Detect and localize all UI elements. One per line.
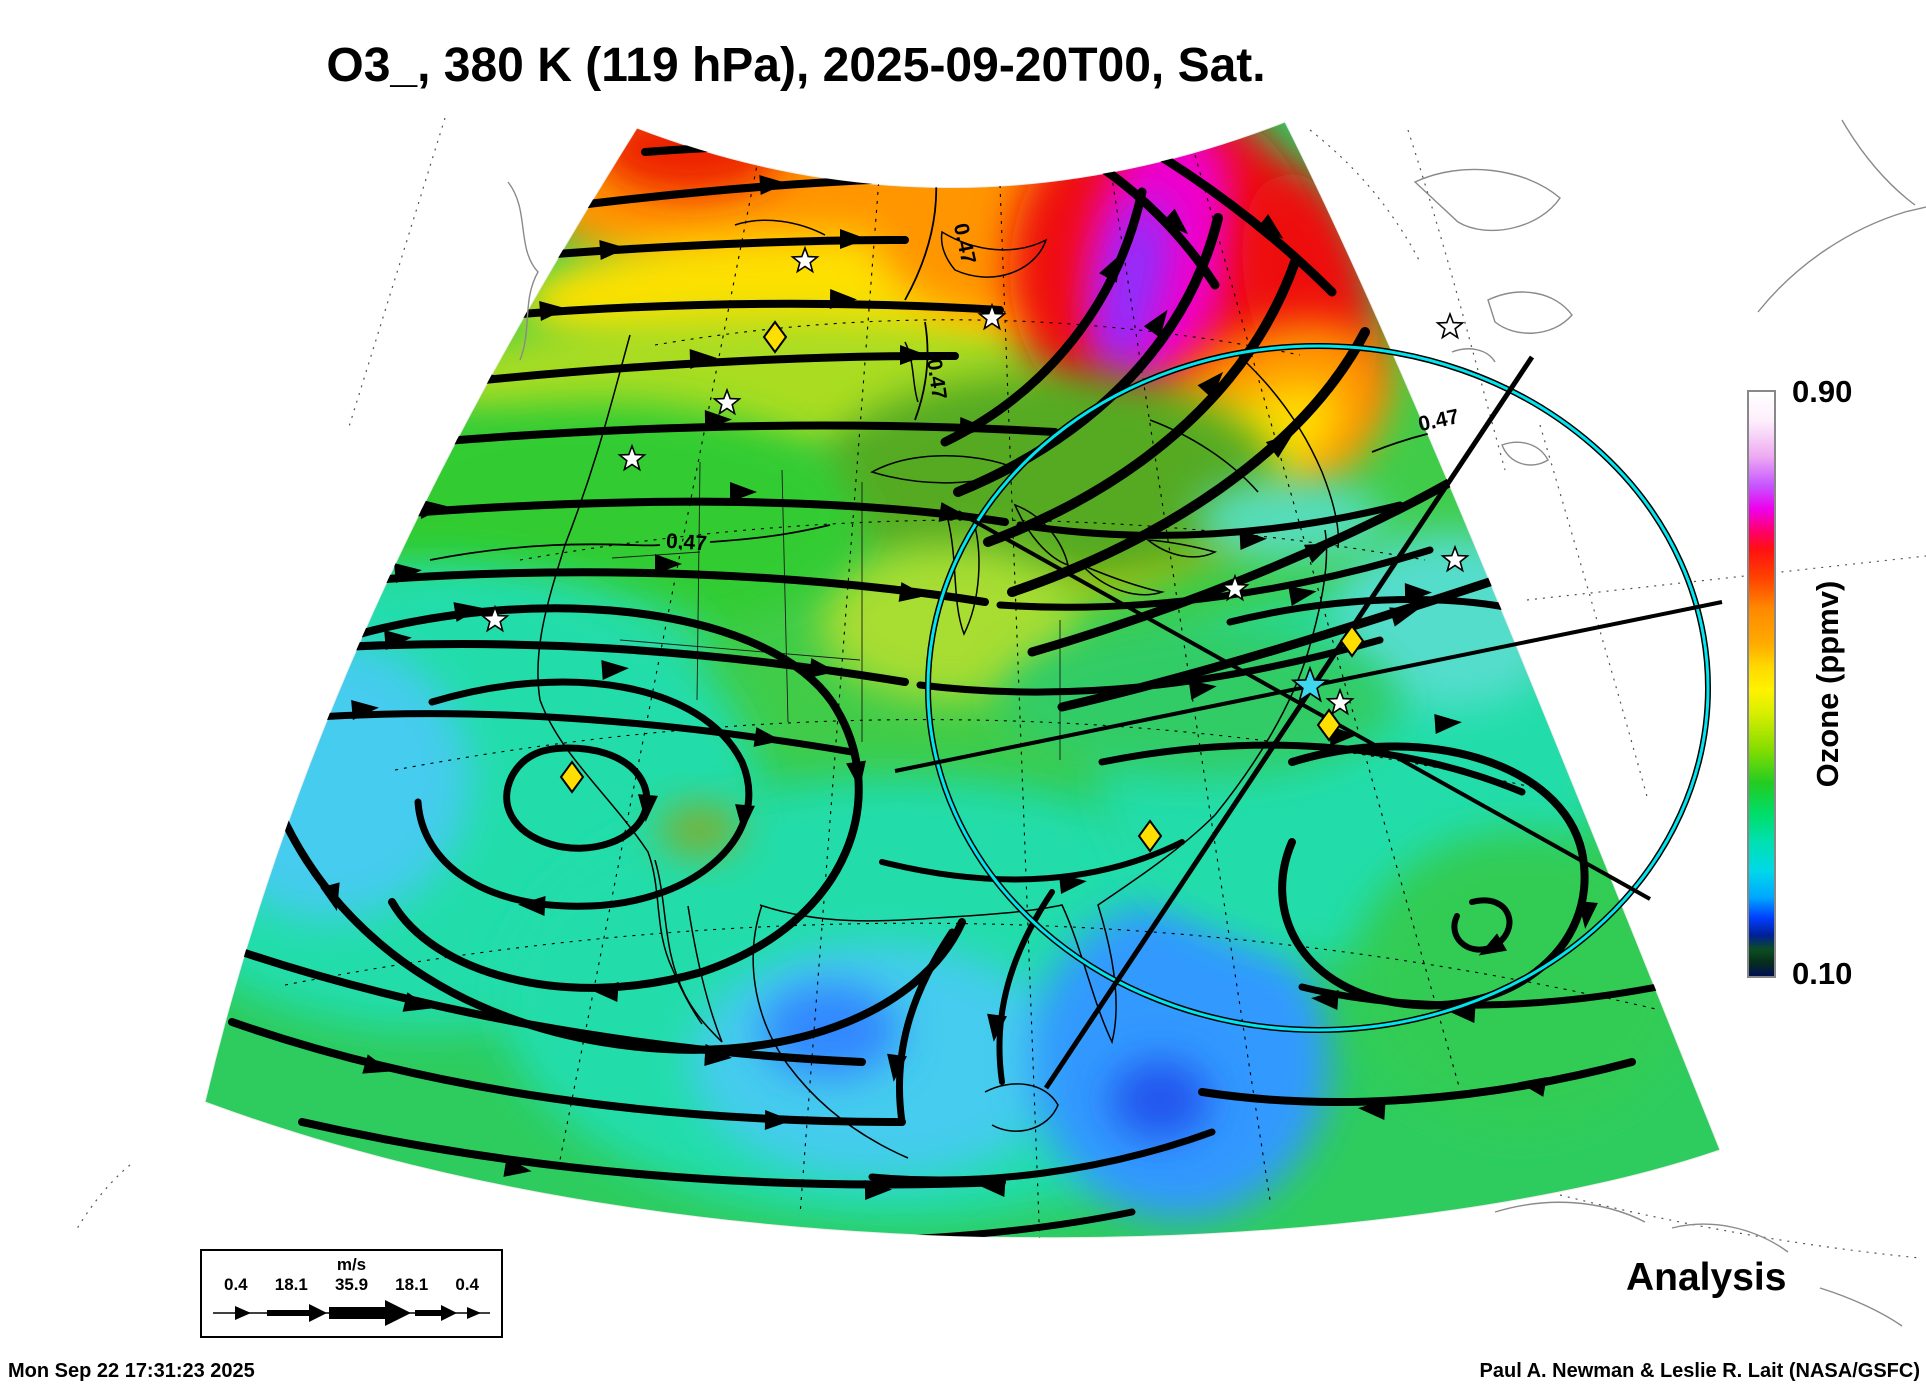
station-diamond-icon	[559, 760, 585, 794]
colorbar-min-label: 0.10	[1792, 956, 1853, 991]
wind-speed-legend: m/s 0.4 18.1 35.9 18.1 0.4	[200, 1249, 503, 1338]
station-diamond-icon	[762, 320, 788, 354]
colorbar-max-label: 0.90	[1792, 374, 1853, 409]
svg-text:0.47: 0.47	[1416, 405, 1461, 436]
wind-scale-value: 35.9	[334, 1274, 369, 1294]
wind-scale-values: 0.4 18.1 35.9 18.1 0.4	[202, 1275, 501, 1295]
city-star-icon	[1220, 573, 1250, 602]
station-diamond-icon	[1339, 624, 1365, 658]
wind-scale-value: 0.4	[455, 1274, 479, 1294]
station-diamond-icon	[1316, 708, 1342, 742]
city-star-icon	[1435, 311, 1465, 340]
timestamp: Mon Sep 22 17:31:23 2025	[8, 1360, 255, 1382]
wind-scale-value: 18.1	[395, 1274, 429, 1294]
station-diamond-icon	[1137, 819, 1163, 853]
wind-scale-value: 18.1	[274, 1274, 308, 1294]
credit: Paul A. Newman & Leslie R. Lait (NASA/GS…	[1479, 1360, 1920, 1382]
city-star-icon	[480, 604, 510, 633]
site-markers	[480, 245, 1470, 853]
coastlines	[537, 219, 1340, 1159]
colorbar-title: Ozone (ppmv)	[1810, 580, 1845, 788]
city-star-icon	[617, 443, 647, 472]
range-circle	[925, 343, 1711, 1033]
city-star-icon	[790, 245, 820, 274]
highlight-star-icon	[1290, 665, 1330, 703]
city-star-icon	[1440, 544, 1470, 573]
wind-scale-arrow-icon	[213, 1300, 490, 1327]
outside-coastlines	[74, 117, 1926, 1327]
svg-text:0.47: 0.47	[922, 357, 950, 401]
analysis-label: Analysis	[1626, 1256, 1787, 1299]
colorbar	[1747, 390, 1776, 978]
page-title: O3_, 380 K (119 hPa), 2025-09-20T00, Sat…	[326, 39, 1266, 92]
city-star-icon	[977, 302, 1007, 331]
wind-scale-value: 0.4	[224, 1274, 248, 1294]
city-star-icon	[1325, 687, 1355, 716]
svg-text:0.47: 0.47	[665, 530, 707, 556]
city-star-icon	[712, 387, 742, 416]
wind-unit-label: m/s	[336, 1255, 367, 1274]
ozone-field	[205, 122, 1720, 1238]
